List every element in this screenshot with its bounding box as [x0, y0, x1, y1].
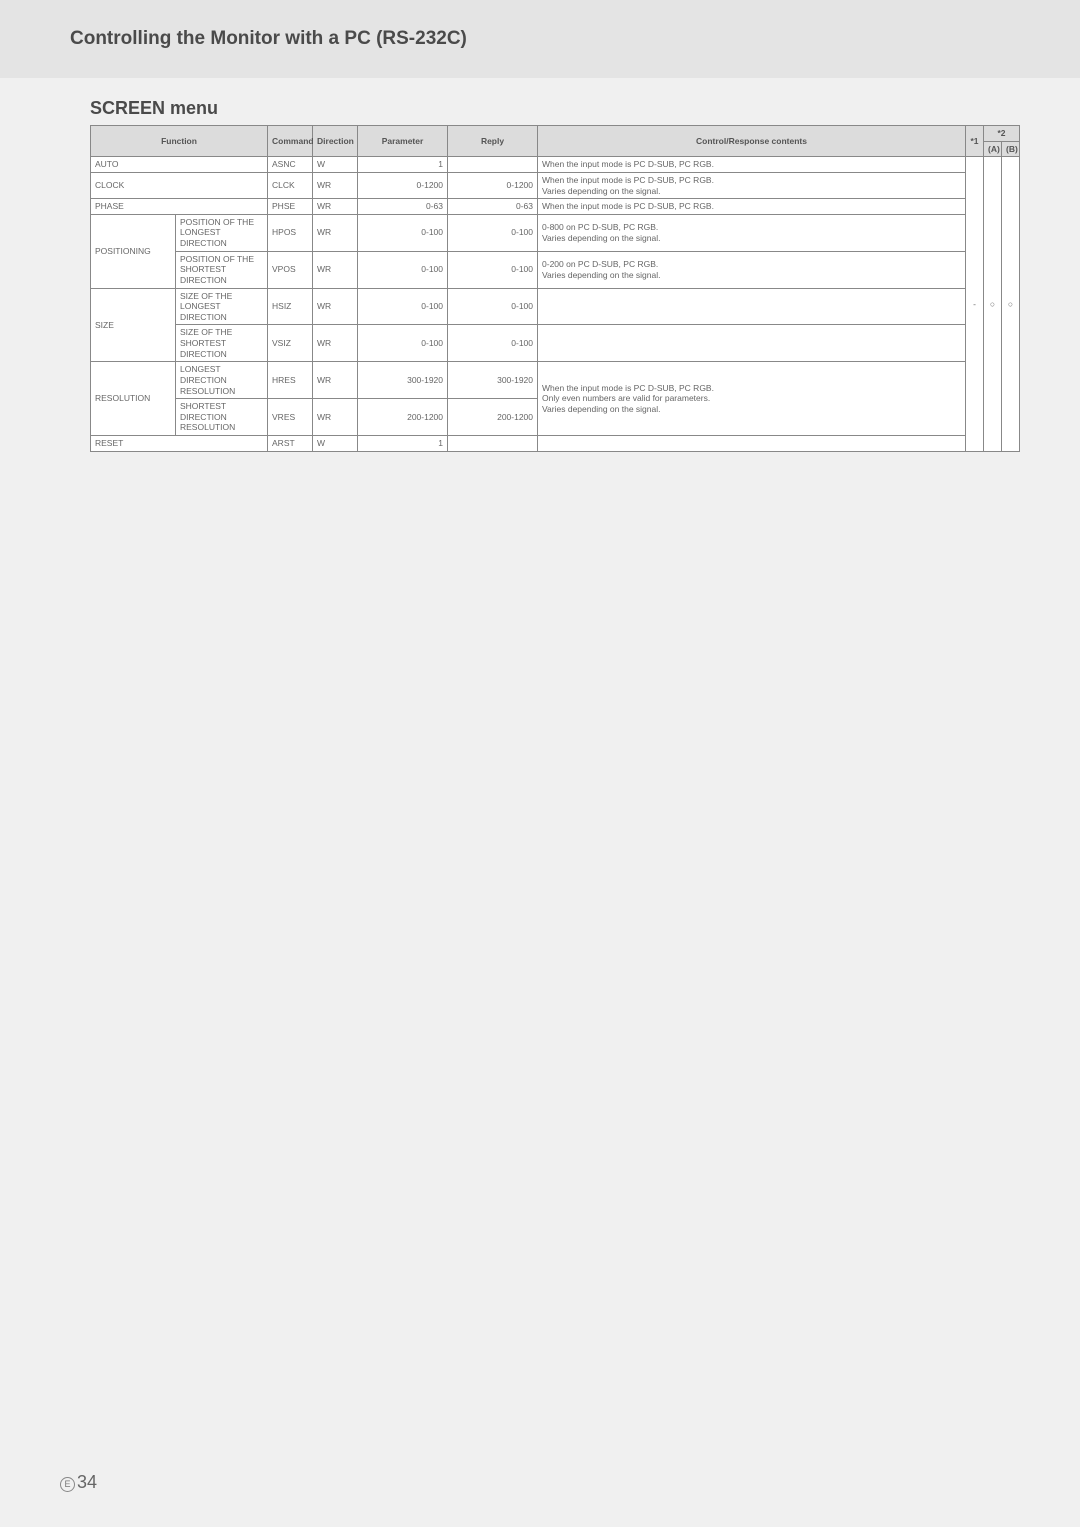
cell-star2a: ○: [983, 157, 1001, 451]
table-row: AUTO ASNC W 1 When the input mode is PC …: [91, 157, 1020, 173]
cell-contents: 0-200 on PC D-SUB, PC RGB.Varies dependi…: [538, 251, 966, 288]
content-area: SCREEN menu Function Command Direction P…: [0, 78, 1080, 452]
cell-parameter: 300-1920: [358, 362, 448, 399]
cell-parameter: 200-1200: [358, 399, 448, 436]
cell-function: AUTO: [91, 157, 268, 173]
th-star2a: (A): [983, 141, 1001, 157]
cell-contents: [538, 436, 966, 452]
cell-command: PHSE: [268, 199, 313, 215]
cell-reply: 0-63: [448, 199, 538, 215]
table-row: POSITION OF THE SHORTEST DIRECTION VPOS …: [91, 251, 1020, 288]
th-direction: Direction: [313, 126, 358, 157]
cell-parameter: 1: [358, 436, 448, 452]
page-number: E34: [60, 1472, 97, 1493]
cell-subfunction: SHORTEST DIRECTION RESOLUTION: [176, 399, 268, 436]
th-command: Command: [268, 126, 313, 157]
cell-command: HRES: [268, 362, 313, 399]
cell-command: VSIZ: [268, 325, 313, 362]
cell-reply: 0-100: [448, 288, 538, 325]
cell-contents: [538, 325, 966, 362]
page-number-value: 34: [77, 1472, 97, 1492]
cell-contents: 0-800 on PC D-SUB, PC RGB.Varies dependi…: [538, 214, 966, 251]
cell-parameter: 1: [358, 157, 448, 173]
cell-function: CLOCK: [91, 172, 268, 198]
page-header-band: Controlling the Monitor with a PC (RS-23…: [0, 0, 1080, 78]
cell-command: CLCK: [268, 172, 313, 198]
th-reply: Reply: [448, 126, 538, 157]
table-head: Function Command Direction Parameter Rep…: [91, 126, 1020, 157]
cell-direction: WR: [313, 251, 358, 288]
cell-contents: When the input mode is PC D-SUB, PC RGB.…: [538, 362, 966, 436]
table-row: CLOCK CLCK WR 0-1200 0-1200 When the inp…: [91, 172, 1020, 198]
cell-direction: WR: [313, 399, 358, 436]
cell-command: VPOS: [268, 251, 313, 288]
cell-star2b: ○: [1001, 157, 1019, 451]
cell-reply: 0-100: [448, 214, 538, 251]
page-number-letter: E: [60, 1477, 75, 1492]
cell-command: HPOS: [268, 214, 313, 251]
cell-direction: WR: [313, 362, 358, 399]
cell-direction: WR: [313, 214, 358, 251]
cell-subfunction: SIZE OF THE LONGEST DIRECTION: [176, 288, 268, 325]
cell-reply: 0-1200: [448, 172, 538, 198]
th-star2b: (B): [1001, 141, 1019, 157]
table-row: PHASE PHSE WR 0-63 0-63 When the input m…: [91, 199, 1020, 215]
cell-contents: [538, 288, 966, 325]
th-parameter: Parameter: [358, 126, 448, 157]
cell-direction: WR: [313, 288, 358, 325]
cell-function: RESOLUTION: [91, 362, 176, 436]
cell-subfunction: SIZE OF THE SHORTEST DIRECTION: [176, 325, 268, 362]
cell-command: VRES: [268, 399, 313, 436]
cell-parameter: 0-100: [358, 214, 448, 251]
cell-reply: 0-100: [448, 251, 538, 288]
cell-parameter: 0-100: [358, 325, 448, 362]
table-row: SIZE SIZE OF THE LONGEST DIRECTION HSIZ …: [91, 288, 1020, 325]
cell-command: ARST: [268, 436, 313, 452]
cell-parameter: 0-1200: [358, 172, 448, 198]
cell-subfunction: LONGEST DIRECTION RESOLUTION: [176, 362, 268, 399]
table-row: RESET ARST W 1: [91, 436, 1020, 452]
cell-direction: WR: [313, 325, 358, 362]
cell-direction: W: [313, 157, 358, 173]
cell-parameter: 0-63: [358, 199, 448, 215]
cell-subfunction: POSITION OF THE SHORTEST DIRECTION: [176, 251, 268, 288]
cell-reply: [448, 157, 538, 173]
cell-contents: When the input mode is PC D-SUB, PC RGB.…: [538, 172, 966, 198]
cell-parameter: 0-100: [358, 288, 448, 325]
cell-reply: 0-100: [448, 325, 538, 362]
cell-reply: 200-1200: [448, 399, 538, 436]
cell-function: PHASE: [91, 199, 268, 215]
th-function: Function: [91, 126, 268, 157]
cell-function: RESET: [91, 436, 268, 452]
cell-function: POSITIONING: [91, 214, 176, 288]
cell-direction: WR: [313, 199, 358, 215]
th-star1: *1: [965, 126, 983, 157]
cell-reply: [448, 436, 538, 452]
table-row: SIZE OF THE SHORTEST DIRECTION VSIZ WR 0…: [91, 325, 1020, 362]
cell-subfunction: POSITION OF THE LONGEST DIRECTION: [176, 214, 268, 251]
screen-menu-table: Function Command Direction Parameter Rep…: [90, 125, 1020, 452]
table-row: RESOLUTION LONGEST DIRECTION RESOLUTION …: [91, 362, 1020, 399]
section-title: SCREEN menu: [90, 98, 1020, 119]
cell-direction: W: [313, 436, 358, 452]
table-row: POSITIONING POSITION OF THE LONGEST DIRE…: [91, 214, 1020, 251]
cell-star1: -: [965, 157, 983, 451]
cell-command: HSIZ: [268, 288, 313, 325]
cell-reply: 300-1920: [448, 362, 538, 399]
th-contents: Control/Response contents: [538, 126, 966, 157]
cell-contents: When the input mode is PC D-SUB, PC RGB.: [538, 199, 966, 215]
cell-command: ASNC: [268, 157, 313, 173]
cell-direction: WR: [313, 172, 358, 198]
th-star2: *2: [983, 126, 1019, 142]
page-title: Controlling the Monitor with a PC (RS-23…: [70, 28, 1010, 50]
cell-function: SIZE: [91, 288, 176, 362]
cell-contents: When the input mode is PC D-SUB, PC RGB.: [538, 157, 966, 173]
cell-parameter: 0-100: [358, 251, 448, 288]
